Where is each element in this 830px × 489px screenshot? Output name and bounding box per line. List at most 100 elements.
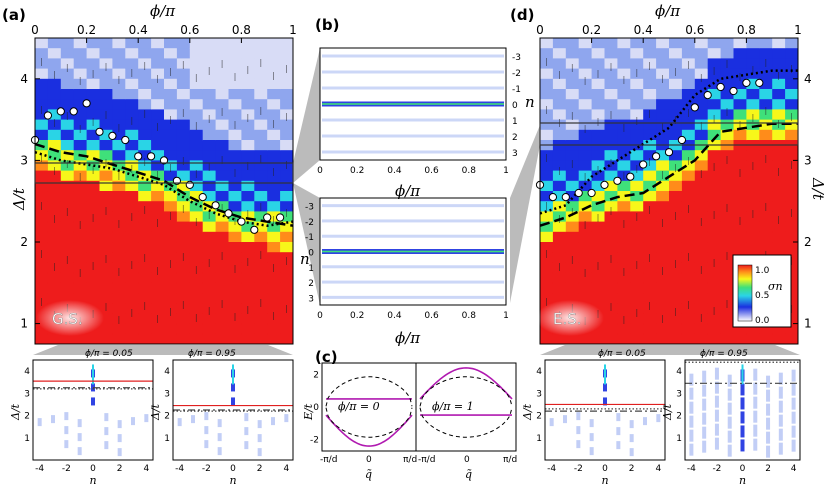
heat-cell [280, 89, 294, 100]
c-tick-qneg-right: -π/d [418, 455, 435, 465]
heat-cell [241, 58, 255, 70]
inset-blob [766, 389, 771, 402]
heat-cell [267, 231, 281, 243]
heat-cell [60, 129, 75, 141]
es-badge-glow [536, 300, 604, 336]
inset-blob [791, 411, 796, 424]
heat-cell [189, 231, 204, 243]
heat-cell [47, 242, 62, 253]
heat-cell [215, 191, 229, 202]
heat-cell [681, 89, 696, 100]
heat-cell [772, 221, 786, 233]
heat-cell [86, 58, 100, 70]
heat-cell [772, 180, 786, 192]
heat-cell [189, 129, 204, 141]
heat-cell [643, 282, 657, 294]
heat-cell [254, 303, 268, 314]
inset-delta-tick: 3 [536, 389, 542, 399]
heat-cell [241, 99, 255, 110]
heat-cell [681, 323, 696, 335]
heat-cell [86, 201, 100, 212]
heat-cell [630, 150, 644, 161]
heat-cell [694, 150, 709, 161]
heat-cell [164, 313, 178, 325]
heat-cell [772, 109, 786, 121]
heat-cell [112, 333, 126, 345]
heat-cell [759, 323, 773, 335]
inset-delta-tick: 3 [164, 389, 170, 399]
inset-blob [217, 447, 222, 456]
heat-cell [151, 211, 165, 223]
phi-tick-label: 1 [289, 23, 297, 37]
heat-cell [99, 48, 113, 59]
heat-cell [669, 129, 683, 141]
heat-cell [720, 262, 734, 274]
inset-blob [77, 419, 82, 428]
inset-blob [740, 397, 745, 410]
heat-cell [151, 109, 165, 121]
heat-cell [164, 129, 178, 141]
inset-blob [727, 402, 732, 415]
inset-blob [144, 414, 149, 423]
heat-cell [86, 221, 100, 233]
inset-blob [702, 384, 707, 397]
inset-blob [191, 415, 195, 424]
heat-cell [202, 221, 217, 233]
heat-cell [99, 99, 113, 110]
heat-cell [669, 180, 683, 192]
heat-cell [604, 201, 618, 212]
heat-cell [202, 323, 217, 335]
heat-cell [215, 160, 229, 172]
heat-cell [267, 293, 281, 304]
heat-cell [60, 99, 75, 110]
heat-cell [604, 150, 618, 161]
heat-cell [540, 262, 554, 274]
heat-cell [643, 272, 657, 284]
heat-cell [138, 272, 152, 284]
heat-cell [681, 333, 696, 345]
heat-cell [617, 303, 631, 314]
heat-cell [733, 242, 747, 253]
heat-cell [630, 293, 644, 304]
heat-cell [746, 48, 760, 59]
inset-blob [740, 383, 745, 396]
heat-cell [681, 211, 696, 223]
heat-cell [112, 48, 126, 59]
heat-cell [176, 99, 191, 110]
phi-tick-label: 0.4 [129, 23, 148, 37]
heat-cell [656, 333, 670, 345]
heat-cell [60, 282, 75, 294]
heat-cell [151, 231, 165, 243]
inset-blob [217, 419, 222, 428]
inset-blob [689, 401, 694, 414]
heat-cell [759, 221, 773, 233]
heat-cell [47, 78, 62, 90]
heat-cell [759, 191, 773, 202]
heat-cell [578, 282, 593, 294]
heat-cell [241, 89, 255, 100]
heat-cell [578, 242, 593, 253]
heat-cell [772, 201, 786, 212]
inset-blob [231, 397, 235, 406]
heat-cell [578, 252, 593, 263]
heat-cell [254, 333, 268, 345]
heat-cell [746, 78, 760, 90]
heat-cell [772, 58, 786, 70]
heat-cell [112, 252, 126, 263]
heat-cell [138, 99, 152, 110]
heat-cell [280, 38, 294, 49]
heat-cell [540, 109, 554, 121]
heat-cell [99, 221, 113, 233]
marker-circle-a [69, 107, 78, 116]
heat-cell [267, 180, 281, 192]
heat-cell [151, 293, 165, 304]
heat-cell [176, 293, 191, 304]
heat-cell [604, 282, 618, 294]
heat-cell [656, 191, 670, 202]
heat-cell [720, 231, 734, 243]
heat-cell [720, 48, 734, 59]
heat-cell [189, 293, 204, 304]
heat-cell [552, 109, 567, 121]
heat-cell [617, 323, 631, 335]
heat-cell [267, 303, 281, 314]
